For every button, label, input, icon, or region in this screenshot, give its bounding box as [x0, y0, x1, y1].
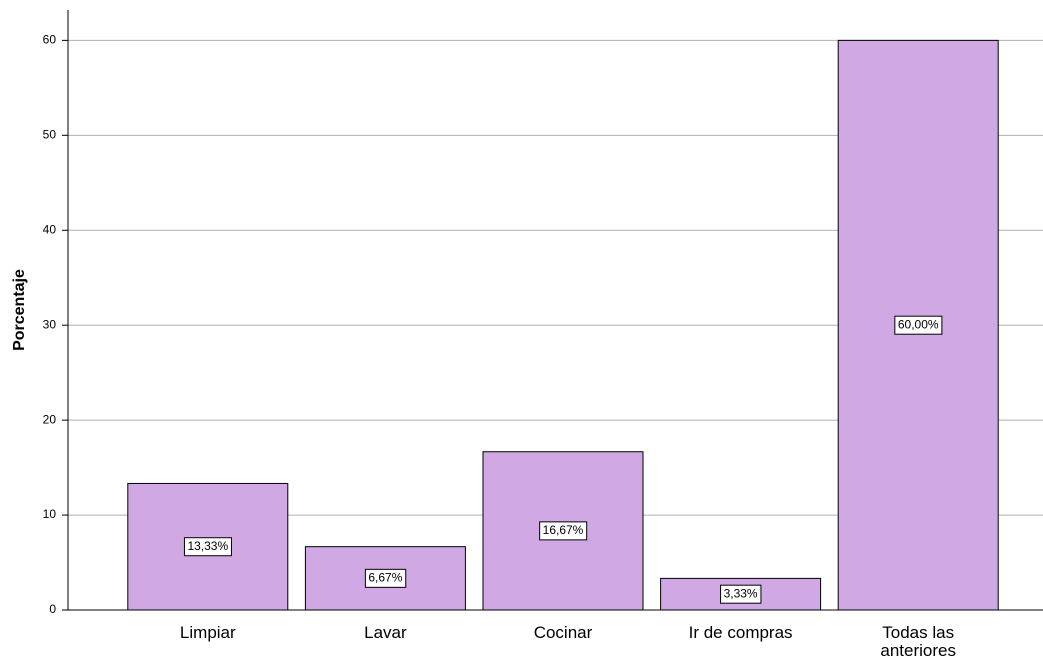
x-tick-label: Cocinar: [533, 623, 593, 642]
value-label: 13,33%: [187, 539, 228, 553]
value-label-box: [539, 521, 588, 541]
x-tick-label: Lavar: [364, 623, 407, 642]
value-label-box: [894, 315, 943, 335]
y-tick-label: 40: [43, 222, 57, 236]
x-tick-label: Limpiar: [179, 623, 236, 642]
y-axis-label: Porcentaje: [11, 269, 28, 351]
value-label: 6,67%: [368, 571, 402, 585]
y-tick-label: 20: [43, 412, 57, 426]
value-label-box: [364, 568, 407, 588]
value-label-box: [720, 584, 762, 604]
x-tick-label: Todas las anteriores: [880, 623, 956, 660]
y-tick-label: 50: [43, 127, 57, 141]
y-tick-label: 60: [43, 33, 57, 47]
y-tick-label: 0: [49, 602, 56, 616]
y-tick-label: 10: [43, 507, 57, 521]
value-label: 60,00%: [898, 317, 939, 331]
value-label: 3,33%: [724, 586, 758, 600]
y-tick-label: 30: [43, 317, 57, 331]
x-tick-label: Ir de compras: [688, 623, 793, 642]
value-label-box: [183, 537, 232, 557]
value-label: 16,67%: [543, 523, 584, 537]
